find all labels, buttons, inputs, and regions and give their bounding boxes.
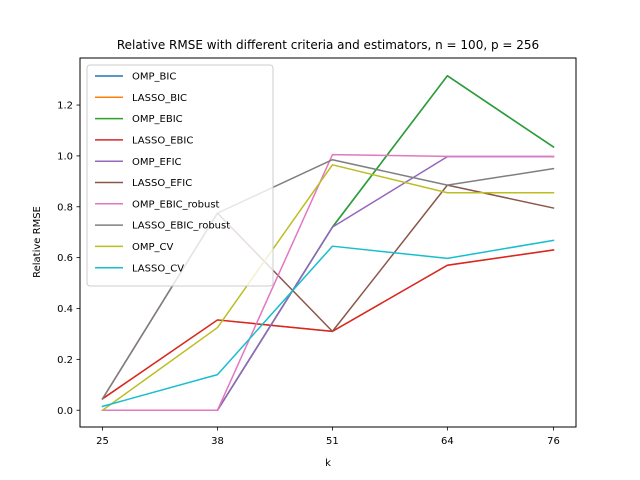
legend-label: OMP_BIC	[132, 72, 176, 83]
legend-label: LASSO_EBIC	[132, 136, 193, 147]
series-line-lasso-cv	[101, 239, 555, 408]
y-axis: 0.0 0.2 0.4 0.6 0.8 1.0 1.2	[57, 101, 80, 417]
legend-box	[86, 64, 274, 287]
y-tick-label: 0.2	[57, 355, 73, 366]
legend-label: OMP_EFIC	[132, 157, 182, 168]
legend-label: LASSO_BIC	[132, 93, 187, 104]
y-tick-label: 1.0	[57, 152, 73, 163]
x-axis-label: k	[325, 458, 331, 469]
legend-label: LASSO_EBIC_robust	[132, 221, 230, 232]
x-tick-label: 38	[211, 436, 224, 447]
series-line-omp-ebic-robust	[101, 153, 555, 411]
y-tick-label: 1.2	[57, 101, 73, 112]
y-tick-label: 0.4	[57, 304, 73, 315]
y-tick-label: 0.6	[57, 253, 73, 264]
legend-label: OMP_CV	[132, 242, 174, 253]
y-tick-label: 0.0	[57, 406, 73, 417]
y-tick-label: 0.8	[57, 202, 73, 213]
legend-label: LASSO_CV	[132, 263, 184, 274]
x-axis: 25 38 51 64 76	[96, 427, 560, 447]
x-tick-label: 76	[547, 436, 560, 447]
series-line-omp-cv	[101, 164, 555, 412]
legend-label: LASSO_EFIC	[132, 178, 192, 189]
x-tick-label: 64	[441, 436, 454, 447]
x-tick-label: 25	[96, 436, 109, 447]
x-tick-label: 51	[326, 436, 339, 447]
legend-label: OMP_EBIC	[132, 114, 183, 125]
plot-frame	[79, 57, 577, 428]
y-axis-label: Relative RMSE	[32, 206, 43, 278]
legend: OMP_BIC LASSO_BIC OMP_EBIC LASSO_EBIC OMP_EF…	[86, 64, 274, 287]
legend-label: OMP_EBIC_robust	[132, 199, 220, 210]
chart-title: Relative RMSE with different criteria an…	[117, 38, 539, 52]
